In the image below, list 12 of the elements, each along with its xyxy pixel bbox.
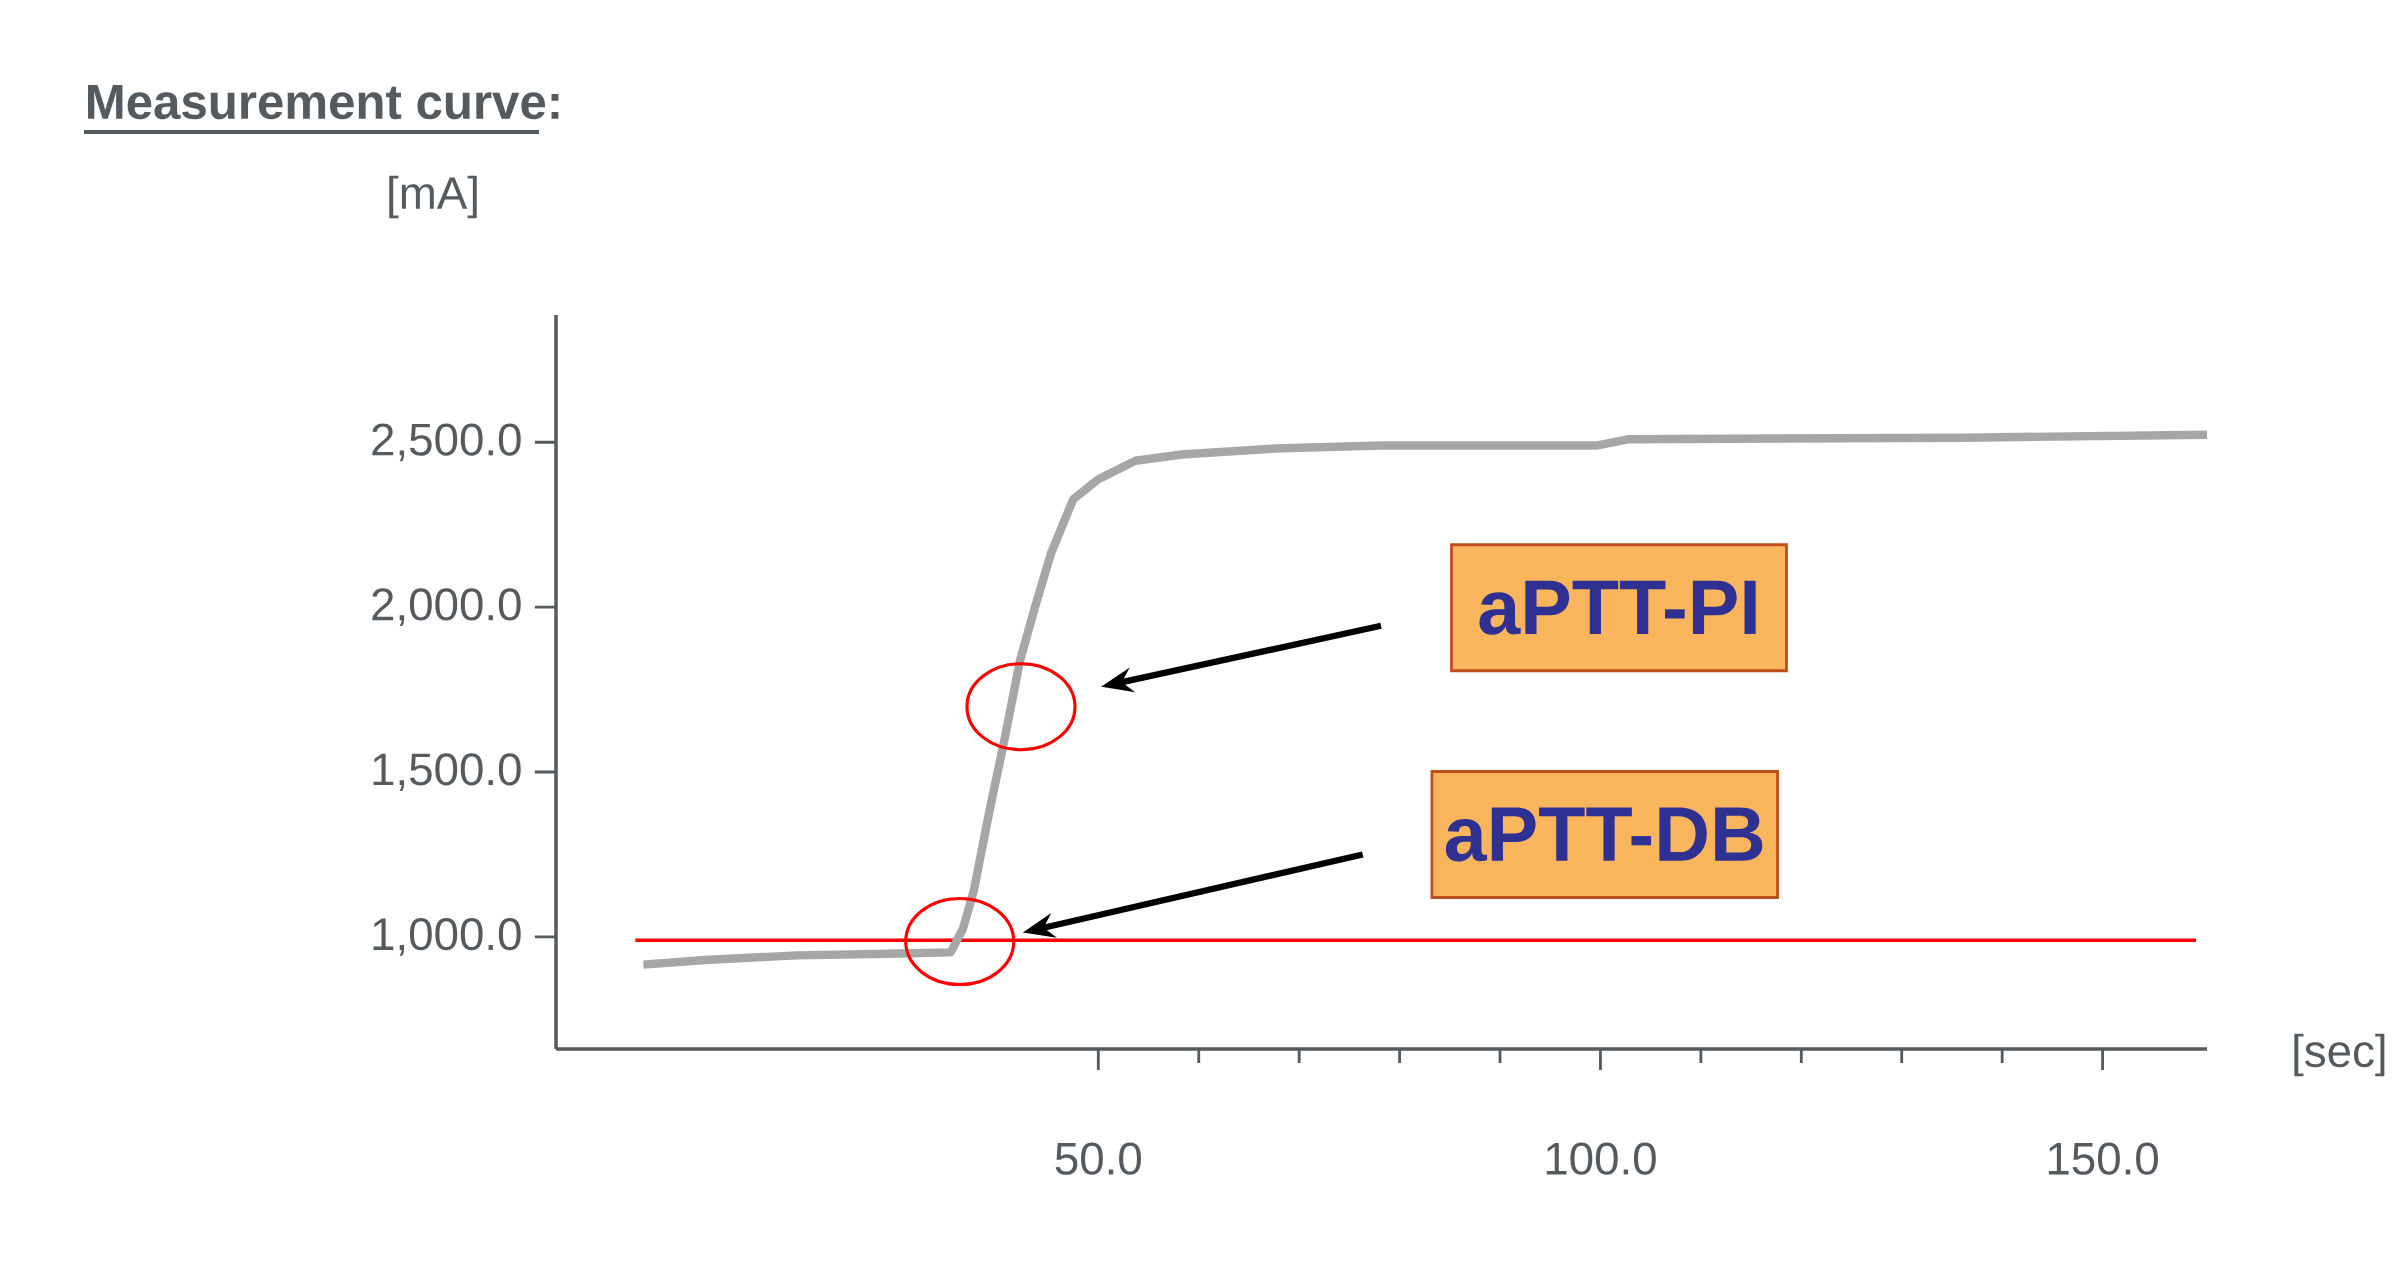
y-tick-label: 2,000.0	[372, 588, 521, 627]
y-tick-label: 2,500.0	[372, 423, 521, 462]
y-tick-label: 1,000.0	[373, 918, 521, 956]
x-axis-title: [sec]	[2294, 1033, 2385, 1077]
y-axis-title: [mA]	[389, 175, 477, 219]
annotation: aPTT-DB	[1445, 807, 1763, 862]
x-tick-label: 50.0	[1055, 1142, 1142, 1175]
annotation: aPTT-PI	[1479, 580, 1756, 635]
chart-title: Measurement curve:	[88, 84, 559, 120]
y-tick-label: 1,500.0	[373, 753, 521, 791]
x-tick-label: 100.0	[1546, 1142, 1656, 1175]
x-tick-label: 150.0	[2048, 1142, 2158, 1175]
